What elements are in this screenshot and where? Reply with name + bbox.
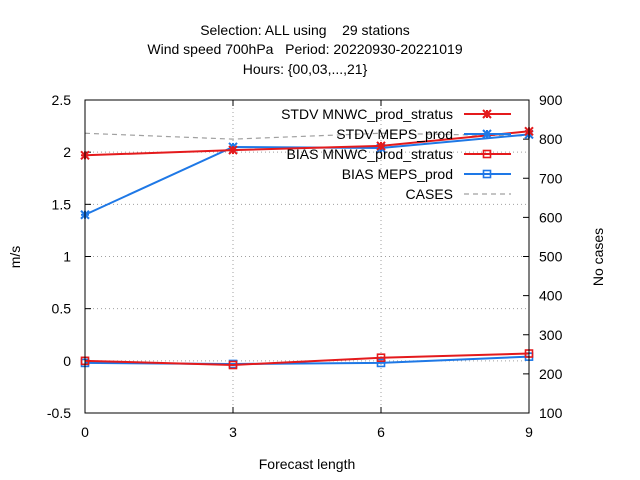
chart-title-line-3: Hours: {00,03,...,21}: [243, 61, 368, 77]
data-point-bias-meps-prod: [376, 358, 386, 368]
data-point-stdv-mnwc-prod-stratus: [228, 145, 238, 155]
y-tick-label: 2: [63, 144, 71, 160]
series-cases: [84, 132, 530, 140]
y2-tick-label: 500: [539, 249, 563, 265]
y-tick-label: 0.5: [52, 301, 72, 317]
legend-label: CASES: [406, 186, 453, 202]
legend-label: BIAS MNWC_prod_stratus: [287, 146, 454, 162]
y2-tick-label: 300: [539, 327, 563, 343]
y2-tick-label: 600: [539, 209, 563, 225]
y2-tick-label: 100: [539, 405, 563, 421]
chart-title-line-2: Wind speed 700hPa Period: 20220930-20221…: [147, 41, 462, 57]
y2-tick-label: 800: [539, 131, 563, 147]
series-line-stdv-mnwc-prod-stratus: [84, 130, 530, 157]
data-point-bias-mnwc-prod-stratus: [376, 353, 386, 363]
plot-frame: [84, 99, 530, 414]
x-axis-label: Forecast length: [259, 456, 356, 472]
legend-swatch-marker: [482, 129, 492, 139]
legend-label: STDV MNWC_prod_stratus: [281, 106, 453, 122]
data-point-bias-mnwc-prod-stratus: [228, 360, 238, 370]
series-layer: [80, 126, 534, 370]
legend-entry-stdv-mnwc-prod-stratus: STDV MNWC_prod_stratus: [281, 106, 511, 122]
series-line-cases: [84, 132, 530, 140]
legend-swatch-marker: [482, 169, 492, 179]
legend-entry-bias-mnwc-prod-stratus: BIAS MNWC_prod_stratus: [287, 146, 511, 162]
y2-tick-label: 400: [539, 288, 563, 304]
y2-tick-label: 700: [539, 170, 563, 186]
y-tick-label: 2.5: [52, 92, 72, 108]
x-tick-label: 9: [525, 424, 533, 440]
legend-swatch-marker: [482, 109, 492, 119]
x-tick-label: 3: [229, 424, 237, 440]
legend-swatch-marker: [482, 149, 492, 159]
legend-entry-bias-meps-prod: BIAS MEPS_prod: [342, 166, 511, 182]
y-axis-label: m/s: [7, 246, 23, 269]
legend-label: BIAS MEPS_prod: [342, 166, 453, 182]
y2-tick-label: 200: [539, 366, 563, 382]
x-tick-label: 6: [377, 424, 385, 440]
legend: STDV MNWC_prod_stratus STDV MEPS_prod BIAS…: [281, 106, 511, 202]
legend-entry-stdv-meps-prod: STDV MEPS_prod: [336, 126, 511, 142]
y-axis-ticks: -0.5 0 0.5 1 1.5 2 2.5: [47, 92, 91, 421]
y-tick-label: 1: [63, 249, 71, 265]
y-tick-label: 0: [63, 353, 71, 369]
legend-entry-cases: CASES: [406, 186, 511, 202]
y-tick-label: -0.5: [47, 405, 71, 421]
y2-axis-ticks: 100 200 300 400 500 600 700 800 900: [523, 92, 563, 421]
y-tick-label: 1.5: [52, 196, 72, 212]
data-point-stdv-mnwc-prod-stratus: [376, 141, 386, 151]
x-tick-label: 0: [81, 424, 89, 440]
legend-label: STDV MEPS_prod: [336, 126, 453, 142]
y2-axis-label: No cases: [590, 228, 606, 286]
y2-tick-label: 900: [539, 92, 563, 108]
chart-title-line-1: Selection: ALL using 29 stations: [200, 22, 410, 38]
series-line-bias-mnwc-prod-stratus: [84, 352, 530, 367]
